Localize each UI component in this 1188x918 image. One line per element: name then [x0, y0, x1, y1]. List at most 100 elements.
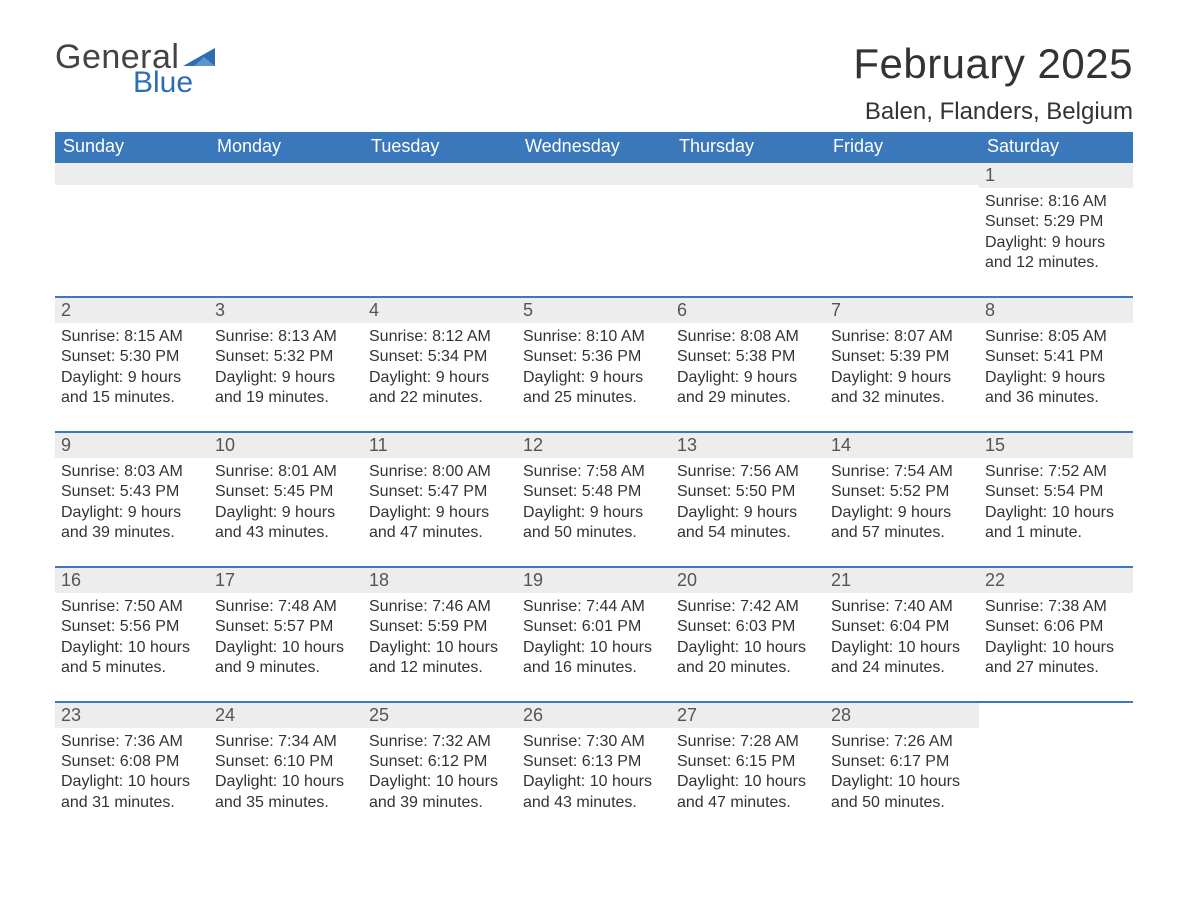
day-daylight1: Daylight: 9 hours — [677, 368, 819, 388]
day-cell — [55, 162, 209, 297]
day-details: Sunrise: 8:13 AMSunset: 5:32 PMDaylight:… — [209, 323, 363, 431]
day-details: Sunrise: 7:48 AMSunset: 5:57 PMDaylight:… — [209, 593, 363, 701]
day-number — [209, 163, 363, 185]
day-daylight2: and 9 minutes. — [215, 658, 357, 678]
day-details: Sunrise: 7:42 AMSunset: 6:03 PMDaylight:… — [671, 593, 825, 701]
day-number: 22 — [979, 568, 1133, 593]
day-daylight1: Daylight: 9 hours — [523, 503, 665, 523]
day-number: 2 — [55, 298, 209, 323]
day-daylight1: Daylight: 10 hours — [369, 638, 511, 658]
day-sunrise: Sunrise: 8:13 AM — [215, 327, 357, 347]
day-header: Wednesday — [517, 132, 671, 162]
day-daylight1: Daylight: 10 hours — [215, 772, 357, 792]
day-cell: 7Sunrise: 8:07 AMSunset: 5:39 PMDaylight… — [825, 297, 979, 432]
day-daylight2: and 31 minutes. — [61, 793, 203, 813]
day-daylight2: and 12 minutes. — [369, 658, 511, 678]
day-number: 1 — [979, 163, 1133, 188]
day-daylight2: and 24 minutes. — [831, 658, 973, 678]
day-daylight2: and 16 minutes. — [523, 658, 665, 678]
day-sunset: Sunset: 6:04 PM — [831, 617, 973, 637]
day-cell: 9Sunrise: 8:03 AMSunset: 5:43 PMDaylight… — [55, 432, 209, 567]
day-details — [979, 725, 1133, 783]
day-number: 12 — [517, 433, 671, 458]
day-sunrise: Sunrise: 7:44 AM — [523, 597, 665, 617]
day-details — [363, 185, 517, 243]
day-daylight2: and 43 minutes. — [215, 523, 357, 543]
day-sunset: Sunset: 5:30 PM — [61, 347, 203, 367]
day-daylight2: and 20 minutes. — [677, 658, 819, 678]
day-number — [671, 163, 825, 185]
day-cell: 8Sunrise: 8:05 AMSunset: 5:41 PMDaylight… — [979, 297, 1133, 432]
day-sunrise: Sunrise: 7:32 AM — [369, 732, 511, 752]
day-cell — [979, 702, 1133, 836]
day-cell: 26Sunrise: 7:30 AMSunset: 6:13 PMDayligh… — [517, 702, 671, 836]
day-daylight1: Daylight: 10 hours — [831, 638, 973, 658]
week-row: 16Sunrise: 7:50 AMSunset: 5:56 PMDayligh… — [55, 567, 1133, 702]
calendar-body: 1Sunrise: 8:16 AMSunset: 5:29 PMDaylight… — [55, 162, 1133, 835]
day-sunrise: Sunrise: 7:48 AM — [215, 597, 357, 617]
day-sunset: Sunset: 5:59 PM — [369, 617, 511, 637]
day-sunrise: Sunrise: 7:42 AM — [677, 597, 819, 617]
day-daylight1: Daylight: 9 hours — [215, 368, 357, 388]
calendar-page: General Blue February 2025 Balen, Flande… — [0, 0, 1188, 885]
day-details: Sunrise: 7:40 AMSunset: 6:04 PMDaylight:… — [825, 593, 979, 701]
day-number: 9 — [55, 433, 209, 458]
day-daylight2: and 43 minutes. — [523, 793, 665, 813]
day-cell: 28Sunrise: 7:26 AMSunset: 6:17 PMDayligh… — [825, 702, 979, 836]
day-sunset: Sunset: 5:56 PM — [61, 617, 203, 637]
day-sunrise: Sunrise: 8:03 AM — [61, 462, 203, 482]
day-sunset: Sunset: 5:29 PM — [985, 212, 1127, 232]
day-daylight2: and 1 minute. — [985, 523, 1127, 543]
day-cell: 14Sunrise: 7:54 AMSunset: 5:52 PMDayligh… — [825, 432, 979, 567]
day-cell: 20Sunrise: 7:42 AMSunset: 6:03 PMDayligh… — [671, 567, 825, 702]
day-sunset: Sunset: 5:41 PM — [985, 347, 1127, 367]
day-sunrise: Sunrise: 8:12 AM — [369, 327, 511, 347]
day-daylight1: Daylight: 9 hours — [61, 503, 203, 523]
day-daylight2: and 15 minutes. — [61, 388, 203, 408]
day-daylight2: and 50 minutes. — [523, 523, 665, 543]
day-daylight1: Daylight: 10 hours — [61, 772, 203, 792]
day-sunrise: Sunrise: 8:07 AM — [831, 327, 973, 347]
day-details: Sunrise: 8:16 AMSunset: 5:29 PMDaylight:… — [979, 188, 1133, 296]
day-number: 15 — [979, 433, 1133, 458]
day-details: Sunrise: 7:38 AMSunset: 6:06 PMDaylight:… — [979, 593, 1133, 701]
brand-word-blue: Blue — [133, 68, 215, 98]
day-number: 4 — [363, 298, 517, 323]
day-cell: 6Sunrise: 8:08 AMSunset: 5:38 PMDaylight… — [671, 297, 825, 432]
week-row: 1Sunrise: 8:16 AMSunset: 5:29 PMDaylight… — [55, 162, 1133, 297]
day-daylight1: Daylight: 9 hours — [61, 368, 203, 388]
day-number: 20 — [671, 568, 825, 593]
day-header: Monday — [209, 132, 363, 162]
day-daylight1: Daylight: 10 hours — [677, 772, 819, 792]
day-daylight2: and 25 minutes. — [523, 388, 665, 408]
day-number: 18 — [363, 568, 517, 593]
week-row: 2Sunrise: 8:15 AMSunset: 5:30 PMDaylight… — [55, 297, 1133, 432]
day-sunrise: Sunrise: 7:46 AM — [369, 597, 511, 617]
day-daylight1: Daylight: 10 hours — [369, 772, 511, 792]
day-sunrise: Sunrise: 7:38 AM — [985, 597, 1127, 617]
day-number: 10 — [209, 433, 363, 458]
day-sunrise: Sunrise: 7:36 AM — [61, 732, 203, 752]
day-number: 14 — [825, 433, 979, 458]
day-number: 3 — [209, 298, 363, 323]
day-cell: 1Sunrise: 8:16 AMSunset: 5:29 PMDaylight… — [979, 162, 1133, 297]
day-details — [671, 185, 825, 243]
week-row: 23Sunrise: 7:36 AMSunset: 6:08 PMDayligh… — [55, 702, 1133, 836]
day-number: 23 — [55, 703, 209, 728]
day-number — [825, 163, 979, 185]
day-sunset: Sunset: 5:34 PM — [369, 347, 511, 367]
week-row: 9Sunrise: 8:03 AMSunset: 5:43 PMDaylight… — [55, 432, 1133, 567]
day-details: Sunrise: 8:07 AMSunset: 5:39 PMDaylight:… — [825, 323, 979, 431]
day-number: 28 — [825, 703, 979, 728]
day-sunset: Sunset: 6:12 PM — [369, 752, 511, 772]
day-sunrise: Sunrise: 7:52 AM — [985, 462, 1127, 482]
day-daylight2: and 27 minutes. — [985, 658, 1127, 678]
day-sunrise: Sunrise: 8:16 AM — [985, 192, 1127, 212]
day-cell: 19Sunrise: 7:44 AMSunset: 6:01 PMDayligh… — [517, 567, 671, 702]
day-daylight1: Daylight: 10 hours — [215, 638, 357, 658]
day-sunrise: Sunrise: 8:01 AM — [215, 462, 357, 482]
day-daylight1: Daylight: 10 hours — [985, 638, 1127, 658]
day-details: Sunrise: 7:44 AMSunset: 6:01 PMDaylight:… — [517, 593, 671, 701]
day-sunset: Sunset: 6:13 PM — [523, 752, 665, 772]
day-details: Sunrise: 7:36 AMSunset: 6:08 PMDaylight:… — [55, 728, 209, 836]
